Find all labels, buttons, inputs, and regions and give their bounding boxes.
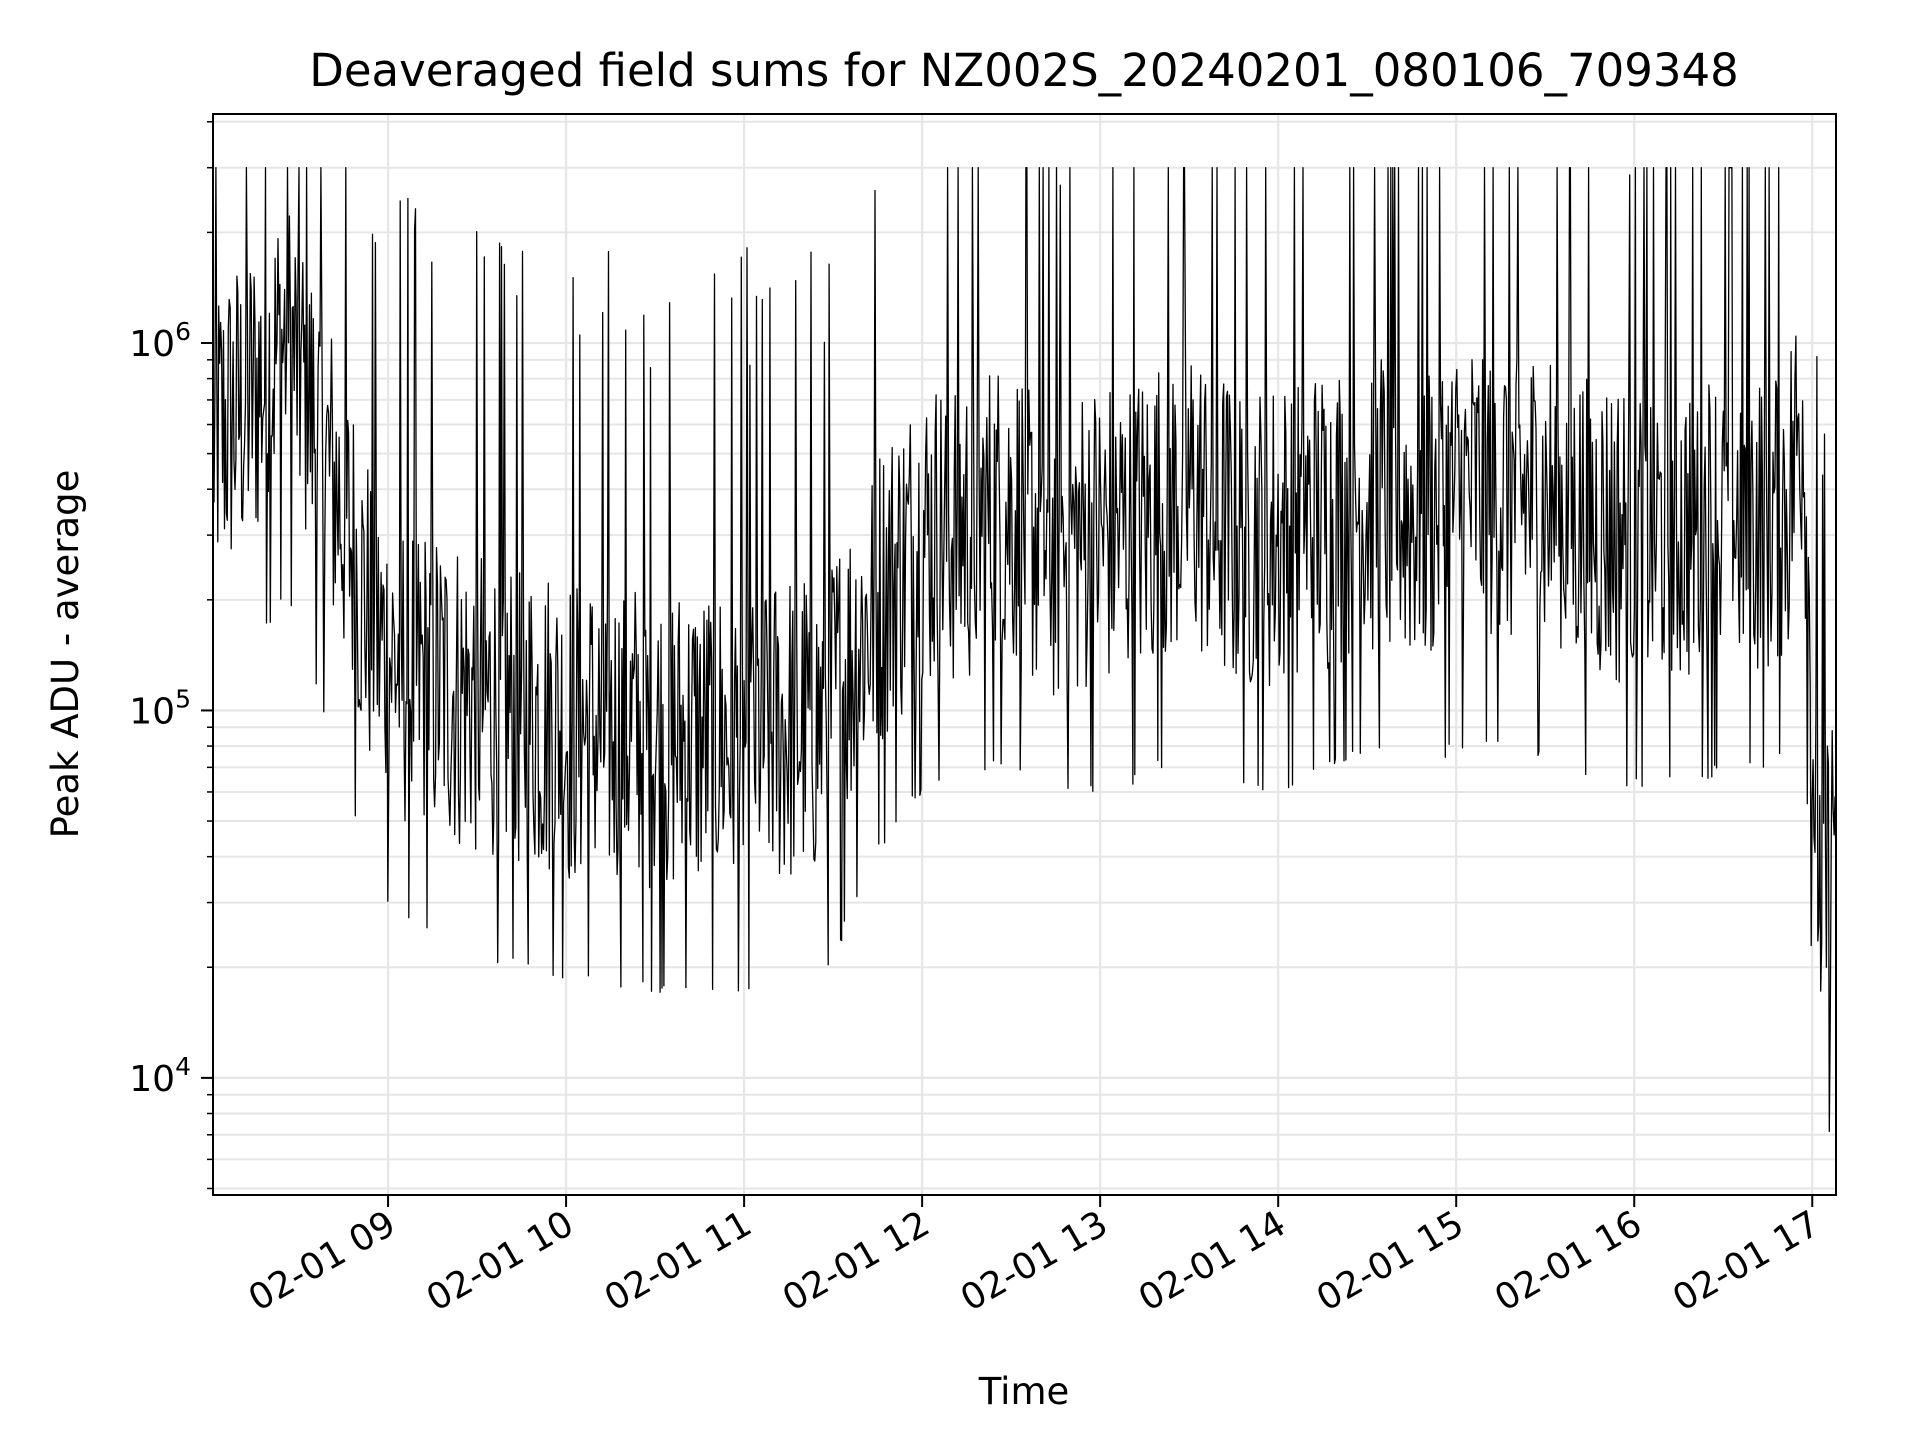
y-tick-exponent: 4 bbox=[175, 1052, 191, 1081]
y-tick-exponent: 6 bbox=[175, 317, 191, 346]
series-layer bbox=[212, 167, 1837, 1133]
chart-title: Deaveraged field sums for NZ002S_2024020… bbox=[309, 44, 1739, 97]
y-tick-base: 10 bbox=[129, 691, 175, 732]
y-tick-exponent: 5 bbox=[175, 684, 191, 713]
y-tick-base: 10 bbox=[129, 324, 175, 365]
y-tick-base: 10 bbox=[129, 1059, 175, 1100]
gridlines bbox=[213, 114, 1836, 1195]
x-axis-label: Time bbox=[978, 1370, 1070, 1413]
y-tick-label: 104 bbox=[129, 1052, 191, 1100]
y-axis-label: Peak ADU - average bbox=[44, 470, 87, 839]
y-tick-label: 106 bbox=[129, 317, 191, 365]
series-line bbox=[212, 167, 1837, 1133]
plot-frame bbox=[212, 113, 1837, 1196]
y-tick-label: 105 bbox=[129, 684, 191, 732]
